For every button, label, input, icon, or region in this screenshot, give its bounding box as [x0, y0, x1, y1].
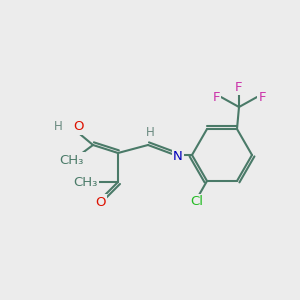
Text: H: H	[54, 121, 62, 134]
Text: Cl: Cl	[190, 196, 203, 208]
Text: CH₃: CH₃	[73, 176, 97, 190]
Text: CH₃: CH₃	[59, 154, 83, 166]
Text: O: O	[95, 196, 105, 208]
Text: F: F	[212, 91, 220, 103]
Text: F: F	[235, 80, 243, 94]
Text: F: F	[258, 91, 266, 103]
Text: N: N	[173, 149, 183, 163]
Text: H: H	[146, 125, 154, 139]
Text: O: O	[74, 121, 84, 134]
